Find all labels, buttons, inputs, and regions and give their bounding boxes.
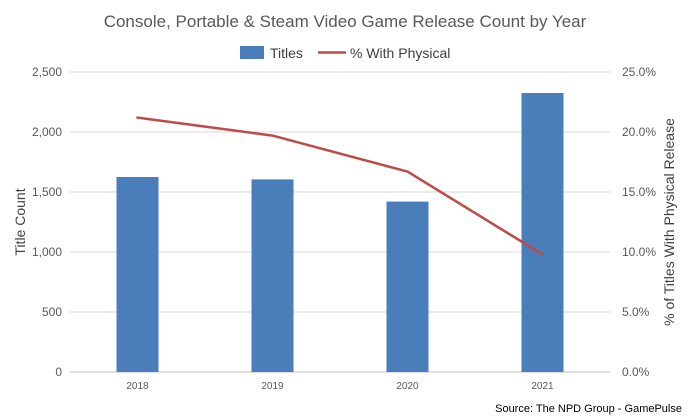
source-note: Source: The NPD Group - GamePulse (495, 403, 682, 415)
y-axis-label: Title Count (12, 188, 28, 255)
point-physical-2018 (136, 116, 139, 119)
y2-axis-ticks: 0.0% 5.0% 10.0% 15.0% 20.0% 25.0% (622, 65, 656, 379)
y-tick-label: 0 (55, 365, 62, 379)
y2-tick-label: 25.0% (622, 65, 656, 79)
y2-tick-label: 15.0% (622, 185, 656, 199)
y-tick-label: 2,000 (32, 125, 62, 139)
bar-titles-2021 (521, 93, 564, 372)
x-tick-label: 2020 (396, 381, 419, 392)
y-tick-label: 2,500 (32, 65, 62, 79)
y2-tick-label: 20.0% (622, 125, 656, 139)
x-axis-ticks: 2018 2019 2020 2021 (126, 381, 554, 392)
bar-titles-2019 (251, 179, 294, 372)
x-tick-label: 2019 (261, 381, 284, 392)
gridlines (70, 71, 610, 373)
line-physical (136, 116, 544, 256)
chart-title: Console, Portable & Steam Video Game Rel… (104, 12, 587, 31)
y-axis-ticks: 0 500 1,000 1,500 2,000 2,500 (32, 65, 62, 379)
y2-tick-label: 0.0% (622, 365, 650, 379)
y2-tick-label: 5.0% (622, 305, 650, 319)
legend-label-titles: Titles (270, 45, 303, 61)
line-series-physical (136, 116, 544, 256)
y2-axis-label: % of Titles With Physical Release (661, 118, 677, 326)
point-physical-2019 (271, 134, 274, 137)
legend-label-physical: % With Physical (350, 45, 450, 61)
bar-series-titles (116, 93, 564, 372)
bar-titles-2018 (116, 177, 159, 372)
y2-tick-label: 10.0% (622, 245, 656, 259)
y-tick-label: 1,500 (32, 185, 62, 199)
x-tick-label: 2021 (531, 381, 554, 392)
legend-swatch-titles (240, 46, 264, 59)
legend: Titles % With Physical (240, 45, 450, 61)
point-physical-2021 (541, 253, 544, 256)
y-tick-label: 1,000 (32, 245, 62, 259)
y-tick-label: 500 (42, 305, 62, 319)
bar-titles-2020 (386, 201, 429, 372)
x-tick-label: 2018 (126, 381, 149, 392)
point-physical-2020 (406, 170, 409, 173)
